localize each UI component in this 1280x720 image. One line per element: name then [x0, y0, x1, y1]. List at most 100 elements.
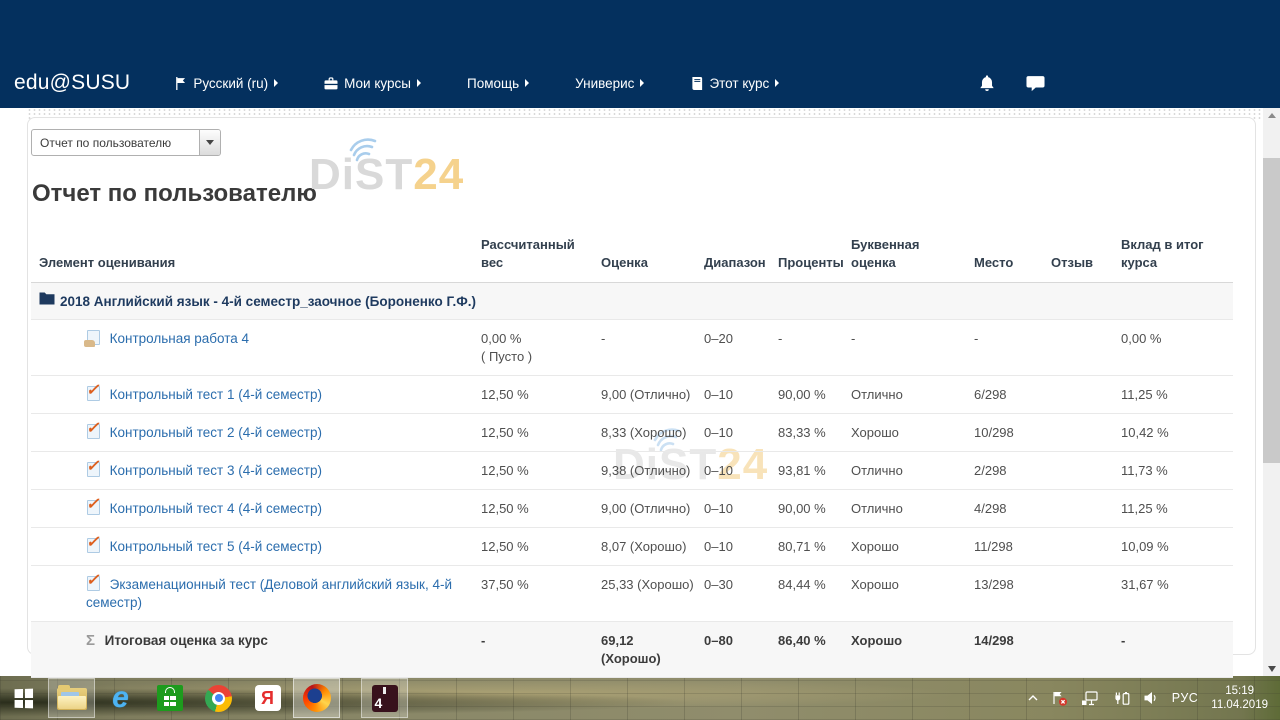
- cell-contribution: 11,25 %: [1121, 387, 1168, 402]
- grade-item-link[interactable]: Контрольный тест 5 (4-й семестр): [109, 539, 322, 554]
- yandex-browser-icon: Я: [254, 685, 281, 711]
- col-header-contribution: Вклад в итог курса: [1121, 237, 1204, 270]
- cell-grade: 8,33 (Хорошо): [601, 425, 687, 440]
- table-row: ✓ Экзаменационный тест (Деловой английск…: [31, 566, 1233, 622]
- cell-weight: -: [481, 633, 486, 648]
- internet-explorer-icon: e: [112, 681, 129, 714]
- menu-my-courses[interactable]: Мои курсы: [324, 76, 421, 91]
- menu-help[interactable]: Помощь: [466, 75, 530, 91]
- taskbar-chrome[interactable]: [195, 678, 242, 718]
- system-tray: РУС 15:19 11.04.2019: [1028, 684, 1280, 712]
- assignment-icon: [84, 330, 101, 347]
- col-header-range: Диапазон: [704, 255, 766, 270]
- quiz-icon: ✓: [86, 420, 100, 439]
- cell-percent: 84,44 %: [778, 577, 826, 592]
- cell-percent: 90,00 %: [778, 501, 826, 516]
- cell-letter: Хорошо: [851, 425, 899, 440]
- chat-icon[interactable]: [1026, 75, 1045, 92]
- cell-feedback: [1051, 622, 1121, 677]
- cell-rank: 2/298: [974, 463, 1007, 478]
- cell-weight: 12,50 %: [481, 463, 529, 478]
- caret-right-icon: [775, 79, 780, 87]
- firefox-icon: [302, 684, 331, 712]
- tray-chevron-up-icon[interactable]: [1028, 694, 1038, 702]
- quiz-icon: ✓: [86, 572, 100, 591]
- cell-rank: 13/298: [974, 577, 1014, 592]
- report-type-value: Отчет по пользователю: [40, 136, 172, 150]
- scroll-up-arrow[interactable]: [1263, 108, 1280, 123]
- grade-table: Элемент оценивания Рассчитанный вес Оцен…: [31, 236, 1233, 678]
- report-type-select[interactable]: Отчет по пользователю: [31, 129, 222, 156]
- scroll-down-arrow[interactable]: [1263, 661, 1280, 676]
- battery-icon[interactable]: [1113, 691, 1130, 706]
- cell-rank: 4/298: [974, 501, 1007, 516]
- col-header-letter: Буквенная оценка: [851, 237, 920, 270]
- scrollbar[interactable]: [1263, 108, 1280, 676]
- grade-item-link[interactable]: Контрольный тест 3 (4-й семестр): [109, 463, 322, 478]
- clock-date: 11.04.2019: [1211, 699, 1268, 711]
- taskbar-file-explorer[interactable]: [48, 678, 95, 718]
- cell-contribution: 0,00 %: [1121, 331, 1162, 346]
- menu-help-label: Помощь: [466, 75, 520, 91]
- col-header-percent: Проценты: [778, 255, 844, 270]
- grade-item-link[interactable]: Контрольный тест 4 (4-й семестр): [109, 501, 322, 516]
- bell-icon[interactable]: [978, 74, 996, 93]
- grade-item-link[interactable]: Контрольный тест 1 (4-й семестр): [109, 387, 322, 402]
- action-center-flag-icon[interactable]: [1051, 690, 1068, 706]
- cell-feedback: [1051, 566, 1121, 621]
- taskbar-internet-explorer[interactable]: e: [97, 678, 144, 718]
- cell-contribution: 31,67 %: [1121, 577, 1169, 592]
- menu-language-label: Русский (ru): [193, 75, 269, 91]
- col-header-weight: Рассчитанный вес: [481, 237, 575, 270]
- navbar-right: [978, 74, 1260, 93]
- cell-contribution: 10,09 %: [1121, 539, 1169, 554]
- cell-range: 0–30: [704, 577, 733, 592]
- cell-range: 0–10: [704, 425, 733, 440]
- cell-grade: 9,00 (Отлично): [601, 387, 691, 402]
- menu-language[interactable]: Русский (ru): [174, 75, 279, 91]
- grade-item-link[interactable]: Контрольная работа 4: [109, 331, 250, 346]
- quiz-icon: ✓: [86, 458, 100, 477]
- taskbar-app-4[interactable]: 4: [361, 678, 408, 718]
- cell-percent: 93,81 %: [778, 463, 826, 478]
- menu-univeris[interactable]: Универис: [575, 76, 645, 91]
- taskbar-yandex-browser[interactable]: Я: [244, 678, 291, 718]
- folder-icon: [39, 292, 55, 310]
- site-logo[interactable]: edu@SUSU: [14, 71, 131, 94]
- report-card: Отчет по пользователю DiST 24 Отчет по по…: [27, 117, 1256, 678]
- cell-weight: 12,50 %: [481, 425, 529, 440]
- flag-icon: [174, 76, 187, 90]
- cell-letter: Отлично: [851, 463, 903, 478]
- cell-feedback: [1051, 320, 1121, 375]
- menu-this-course[interactable]: Этот курс: [690, 76, 780, 91]
- clock-time: 15:19: [1225, 685, 1255, 697]
- cell-weight: 12,50 %: [481, 539, 529, 554]
- scrollbar-thumb[interactable]: [1263, 158, 1280, 463]
- taskbar: e Я 4: [0, 676, 1280, 720]
- caret-right-icon: [274, 79, 279, 87]
- cell-letter: -: [851, 331, 856, 346]
- quiz-icon: ✓: [86, 382, 100, 401]
- category-name: 2018 Английский язык - 4-й семестр_заочн…: [60, 293, 476, 309]
- cell-grade: 9,38 (Отлично): [601, 463, 691, 478]
- cell-feedback: [1051, 414, 1121, 451]
- grade-item-link[interactable]: Экзаменационный тест (Деловой английский…: [86, 577, 452, 610]
- grade-item-link[interactable]: Контрольный тест 2 (4-й семестр): [109, 425, 322, 440]
- cell-contribution: 11,25 %: [1121, 501, 1168, 516]
- cell-weight: 0,00 %( Пусто ): [481, 331, 533, 364]
- cell-letter: Отлично: [851, 501, 903, 516]
- taskbar-windows-store[interactable]: [146, 678, 193, 718]
- taskbar-clock[interactable]: 15:19 11.04.2019: [1211, 684, 1268, 712]
- file-explorer-icon: [56, 685, 87, 710]
- caret-right-icon: [525, 79, 530, 87]
- cell-contribution: 10,42 %: [1121, 425, 1169, 440]
- table-row: ✓ Контрольный тест 2 (4-й семестр) 12,50…: [31, 414, 1233, 452]
- network-icon[interactable]: [1081, 690, 1100, 706]
- cell-range: 0–10: [704, 501, 733, 516]
- start-button[interactable]: [1, 678, 46, 718]
- language-indicator[interactable]: РУС: [1171, 691, 1199, 705]
- speaker-icon[interactable]: [1143, 691, 1159, 705]
- sigma-icon: Σ: [86, 632, 96, 649]
- cell-rank: 10/298: [974, 425, 1014, 440]
- taskbar-firefox[interactable]: [293, 678, 340, 718]
